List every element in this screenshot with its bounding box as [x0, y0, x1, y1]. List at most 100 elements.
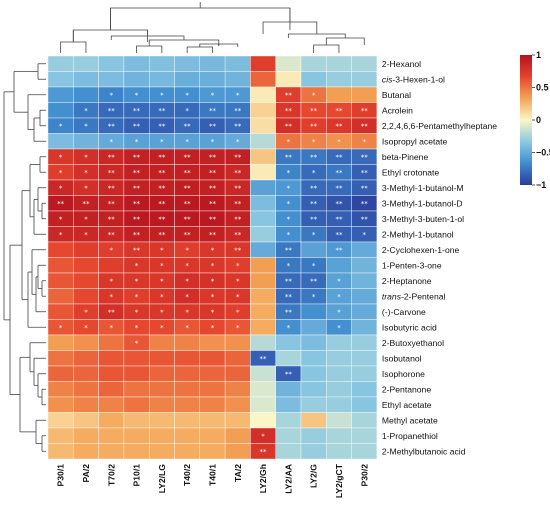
- heatmap-cell: [250, 303, 276, 320]
- significance-mark: **: [184, 122, 192, 130]
- significance-mark: *: [287, 215, 291, 223]
- heatmap-cell: [73, 86, 99, 103]
- row-label: 2-Cyclohexen-1-one: [382, 245, 460, 255]
- significance-mark: **: [158, 200, 166, 208]
- significance-mark: *: [236, 277, 240, 285]
- heatmap-cell: [123, 381, 150, 398]
- significance-mark: **: [184, 215, 192, 223]
- column-label: TA/2: [233, 464, 243, 482]
- heatmap-cell: [250, 86, 276, 103]
- heatmap-cell: [300, 55, 327, 72]
- significance-mark: **: [234, 122, 242, 130]
- heatmap-cell: [250, 272, 276, 289]
- significance-mark: *: [185, 262, 189, 270]
- significance-mark: **: [234, 169, 242, 177]
- heatmap-cell: [73, 443, 99, 460]
- significance-mark: *: [84, 169, 88, 177]
- significance-mark: **: [133, 107, 141, 115]
- significance-mark: *: [84, 231, 88, 239]
- heatmap-cell: [250, 381, 276, 398]
- significance-mark: *: [312, 138, 316, 146]
- significance-mark: **: [108, 169, 116, 177]
- significance-mark: *: [211, 277, 215, 285]
- significance-mark: **: [335, 215, 343, 223]
- significance-mark: **: [310, 277, 318, 285]
- significance-mark: *: [59, 153, 63, 161]
- heatmap-cell: [47, 334, 74, 351]
- heatmap-cell: [275, 427, 302, 444]
- heatmap-cell: [148, 443, 175, 460]
- significance-mark: **: [310, 215, 318, 223]
- heatmap-cell: [326, 257, 352, 274]
- heatmap-cell: [73, 272, 99, 289]
- significance-mark: **: [108, 308, 116, 316]
- heatmap-cell: [73, 350, 99, 367]
- significance-mark: *: [236, 138, 240, 146]
- significance-mark: **: [158, 231, 166, 239]
- heatmap-cell: [250, 195, 276, 212]
- heatmap-cell: [148, 71, 175, 88]
- heatmap-cell: [300, 71, 327, 88]
- heatmap-cell: [351, 350, 378, 367]
- significance-mark: *: [135, 91, 139, 99]
- heatmap-cell: [47, 303, 74, 320]
- significance-mark: **: [234, 107, 242, 115]
- row-label: 2,2,4,6,6-Pentamethylheptane: [382, 121, 497, 131]
- significance-mark: **: [335, 246, 343, 254]
- row-label: (-)-Carvone: [382, 307, 426, 317]
- heatmap-cell: [250, 319, 276, 336]
- significance-mark: **: [335, 153, 343, 161]
- heatmap-cell: [174, 71, 200, 88]
- heatmap-cell: [250, 412, 276, 429]
- heatmap-cell: [98, 396, 125, 413]
- row-label: 3-Methyl-1-butanol-M: [382, 183, 464, 193]
- dendrogram-branch: [186, 46, 213, 53]
- row-label: 2-Butoxyethanol: [382, 338, 444, 348]
- heatmap-cell: [250, 133, 276, 150]
- heatmap-cell: [224, 381, 251, 398]
- significance-mark: *: [211, 308, 215, 316]
- heatmap-cell: [250, 210, 276, 227]
- row-label: Butanal: [382, 90, 411, 100]
- heatmap-cell: [224, 71, 251, 88]
- significance-mark: **: [234, 153, 242, 161]
- heatmap-cell: [98, 350, 125, 367]
- heatmap-cell: [47, 241, 74, 258]
- heatmap-cell: [199, 71, 226, 88]
- heatmap-cell: [174, 334, 200, 351]
- significance-mark: *: [160, 308, 164, 316]
- dendrogram-branch: [148, 39, 220, 46]
- heatmap-cell: [148, 412, 175, 429]
- column-label: P30/1: [56, 464, 66, 487]
- dendrogram-branch: [60, 41, 87, 53]
- heatmap-cell: [73, 133, 99, 150]
- heatmap-cell: [148, 381, 175, 398]
- heatmap-cell: [98, 412, 125, 429]
- heatmap-cell: [275, 412, 302, 429]
- heatmap-cell: [47, 381, 74, 398]
- significance-mark: *: [185, 277, 189, 285]
- heatmap-cell: [326, 55, 352, 72]
- significance-mark: *: [337, 277, 341, 285]
- heatmap-cell: [123, 365, 150, 382]
- heatmap-cell: [148, 396, 175, 413]
- significance-mark: *: [312, 293, 316, 301]
- heatmap-cell: [199, 396, 226, 413]
- significance-mark: **: [335, 169, 343, 177]
- heatmap-cell: [351, 365, 378, 382]
- significance-mark: *: [135, 262, 139, 270]
- significance-mark: **: [209, 215, 217, 223]
- significance-mark: **: [335, 184, 343, 192]
- significance-mark: *: [287, 231, 291, 239]
- significance-mark: *: [337, 138, 341, 146]
- significance-mark: **: [335, 107, 343, 115]
- row-label: 2-Methyl-1-butanol: [382, 229, 454, 239]
- heatmap-cell: [300, 412, 327, 429]
- heatmap-cell: [326, 365, 352, 382]
- heatmap-cell: [351, 303, 378, 320]
- heatmap-cell: [98, 443, 125, 460]
- significance-mark: *: [337, 324, 341, 332]
- heatmap-cell: [275, 350, 302, 367]
- significance-mark: **: [184, 169, 192, 177]
